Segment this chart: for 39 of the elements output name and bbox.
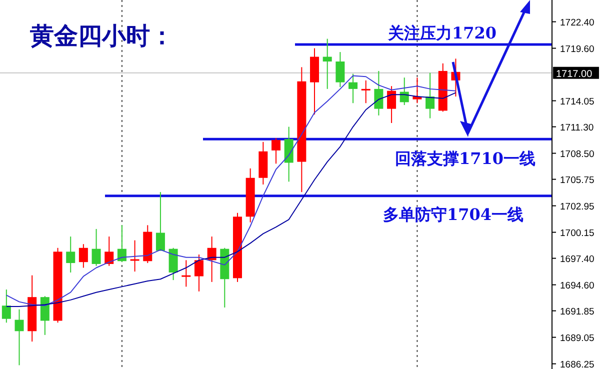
candlestick: [336, 52, 345, 88]
y-tick-label: 1689.05: [560, 332, 594, 344]
candlestick: [182, 260, 191, 288]
y-tick-label: 1705.75: [560, 174, 594, 186]
y-tick-label: 1697.40: [560, 254, 594, 265]
candlestick: [361, 80, 370, 104]
candlestick: [426, 72, 435, 119]
candlestick: [387, 86, 396, 124]
y-tick-label: 1719.60: [560, 44, 594, 55]
candlestick: [104, 236, 114, 266]
candlestick: [194, 254, 204, 292]
candlestick: [156, 192, 165, 252]
candlestick: [2, 289, 11, 324]
candlestick: [348, 73, 358, 104]
ref-line-label: 1717.00: [556, 68, 593, 80]
text: 黄金四小时：: [29, 21, 174, 50]
candlestick: [272, 138, 280, 164]
candlestick: [66, 236, 76, 273]
y-tick-label: 1700.15: [560, 228, 594, 239]
candlestick: [322, 38, 332, 90]
y-tick-label: 1711.30: [560, 122, 594, 134]
candlestick: [78, 244, 88, 268]
candlestick: [40, 296, 50, 336]
y-tick-label: 1686.25: [560, 359, 594, 369]
y-tick-label: 1714.05: [560, 96, 594, 108]
y-tick-label: 1694.60: [560, 280, 594, 292]
ref-line-label: 多单防守1704一线: [383, 204, 524, 224]
y-tick-label: 1702.95: [560, 201, 594, 212]
candlestick: [130, 240, 140, 272]
y-tick-label: 1691.85: [560, 306, 594, 318]
candlestick: [374, 70, 384, 116]
candlestick: [14, 308, 24, 366]
y-tick-label: 1722.40: [560, 17, 594, 28]
candlestick: [284, 126, 294, 182]
candlestick: [412, 77, 422, 104]
y-tick-label: 1708.50: [560, 148, 594, 160]
legend-label: 回落支撑1710一线: [395, 149, 536, 168]
candlestick: [92, 228, 101, 266]
candlestick: [168, 247, 178, 281]
